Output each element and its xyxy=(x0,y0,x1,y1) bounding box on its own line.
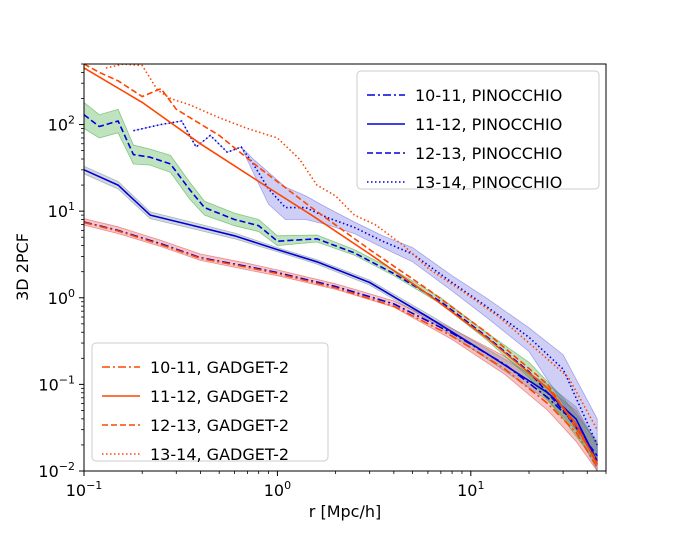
series-lines xyxy=(84,64,598,468)
x-tick-label: 101 xyxy=(457,479,484,500)
x-tick-label: 100 xyxy=(264,479,291,500)
legend-label: 10-11, GADGET-2 xyxy=(150,358,289,377)
x-axis-label: r [Mpc/h] xyxy=(309,502,381,521)
y-tick-label: 101 xyxy=(48,200,75,221)
plot-frame xyxy=(83,63,607,472)
legend-label: 13-14, PINOCCHIO xyxy=(415,173,562,192)
y-axis: 10−2 10−1 100 101 102 xyxy=(38,63,84,481)
legend-label: 12-13, PINOCCHIO xyxy=(415,144,562,163)
y-axis-label: 3D 2PCF xyxy=(13,233,32,301)
legend-label: 12-13, GADGET-2 xyxy=(150,416,289,435)
band-10-11-pinocchio xyxy=(84,218,598,471)
legend-label: 13-14, GADGET-2 xyxy=(150,445,289,464)
y-tick-label: 102 xyxy=(48,114,75,135)
series-line-12-13-pinocchio xyxy=(84,114,598,457)
series-line-13-14-pinocchio xyxy=(133,120,598,446)
legend-gadget: 10-11, GADGET-2 11-12, GADGET-2 12-13, GAD… xyxy=(91,342,329,464)
series-line-10-11-pinocchio xyxy=(84,221,598,462)
x-axis: 10−1 100 101 xyxy=(66,471,607,500)
legend-box xyxy=(91,342,329,462)
x-tick-label: 10−1 xyxy=(66,479,103,500)
series-line-12-13-gadget-2 xyxy=(84,64,598,462)
legend-label: 11-12, GADGET-2 xyxy=(150,387,289,406)
legend-box xyxy=(356,70,600,190)
y-tick-label: 100 xyxy=(48,287,75,308)
y-tick-label: 10−1 xyxy=(38,373,75,394)
band-13-14-pinocchio xyxy=(133,120,598,466)
y-tick-label: 10−2 xyxy=(38,460,75,481)
band-11-12-pinocchio xyxy=(84,165,598,471)
series-line-10-11-gadget-2 xyxy=(84,221,598,468)
series-line-13-14-gadget-2 xyxy=(105,64,598,431)
legend-pinocchio: 10-11, PINOCCHIO 11-12, PINOCCHIO 12-13, P… xyxy=(356,70,600,192)
legend-label: 11-12, PINOCCHIO xyxy=(415,115,562,134)
legend-label: 10-11, PINOCCHIO xyxy=(415,86,562,105)
